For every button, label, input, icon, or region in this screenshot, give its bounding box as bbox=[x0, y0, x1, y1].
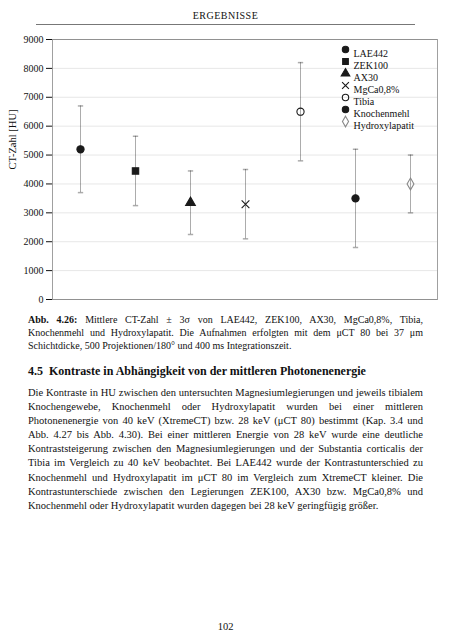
html-text:ERGEBNISSE: ERGEBNISSE bbox=[192, 10, 259, 21]
svg-text:CT-Zahl [HU]: CT-Zahl [HU] bbox=[7, 110, 18, 170]
svg-text:4000: 4000 bbox=[24, 178, 44, 189]
svg-text:2000: 2000 bbox=[24, 236, 44, 247]
svg-text:1000: 1000 bbox=[24, 265, 44, 276]
html-text:4.5 Kontraste in Abhängigkeit: 4.5 Kontraste in Abhängigkeit von der mi… bbox=[28, 364, 366, 378]
svg-text:9000: 9000 bbox=[24, 34, 44, 45]
svg-text:5000: 5000 bbox=[24, 149, 44, 160]
svg-text:8000: 8000 bbox=[24, 63, 44, 74]
svg-text:7000: 7000 bbox=[24, 91, 44, 102]
svg-text:6000: 6000 bbox=[24, 120, 44, 131]
svg-text:Hydroxylapatit: Hydroxylapatit bbox=[354, 120, 415, 131]
html-text:102: 102 bbox=[217, 621, 234, 632]
svg-text:LAE442: LAE442 bbox=[354, 48, 388, 59]
svg-text:Knochenmehl: Knochenmehl bbox=[354, 108, 410, 119]
svg-text:ZEK100: ZEK100 bbox=[354, 60, 388, 71]
html-text:Abb. 4.26: Mittlere CT-Zahl ±: Abb. 4.26: Mittlere CT-Zahl ± 3σ von LAE… bbox=[28, 314, 423, 351]
svg-text:0: 0 bbox=[39, 294, 44, 305]
svg-text:Tibia: Tibia bbox=[354, 96, 375, 107]
svg-text:AX30: AX30 bbox=[354, 72, 378, 83]
svg-text:MgCa0,8%: MgCa0,8% bbox=[354, 84, 400, 95]
svg-text:3000: 3000 bbox=[24, 207, 44, 218]
html-text:Die Kontraste in HU zwischen d: Die Kontraste in HU zwischen den untersu… bbox=[28, 386, 423, 511]
